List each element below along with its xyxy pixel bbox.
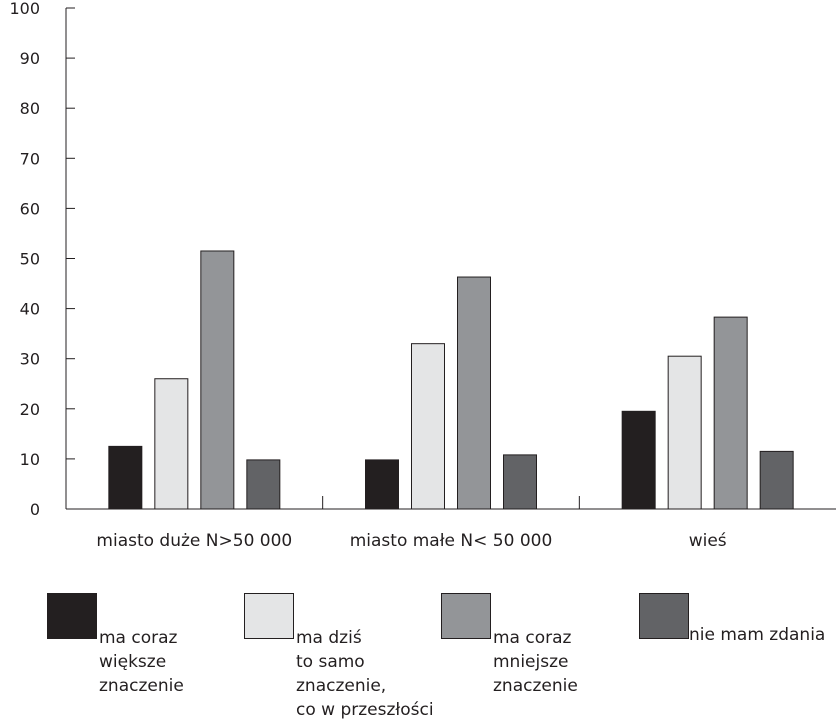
bar — [108, 445, 143, 510]
y-tick-label: 90 — [20, 49, 40, 68]
bar — [621, 410, 656, 510]
legend-label: nie mam zdania — [689, 625, 826, 645]
x-category-label: miasto duże N>50 000 — [96, 531, 292, 551]
bar — [411, 343, 445, 510]
chart-bars — [108, 250, 794, 510]
y-tick-label: 40 — [20, 300, 40, 319]
bar — [246, 459, 281, 510]
y-tick-label: 70 — [20, 149, 40, 168]
y-tick-label: 10 — [20, 450, 40, 469]
legend-swatch — [47, 593, 97, 639]
bar — [457, 276, 491, 510]
bar — [759, 450, 794, 510]
legend-swatch — [639, 593, 689, 639]
x-axis-labels: miasto duże N>50 000 miasto małe N< 50 00… — [96, 531, 726, 551]
x-category-label: miasto małe N< 50 000 — [350, 531, 553, 551]
x-category-label: wieś — [689, 531, 727, 551]
bar — [365, 459, 399, 510]
legend-swatch — [441, 593, 491, 639]
legend-label: ma coraz mniejsze znaczenie — [493, 628, 578, 696]
y-tick-label: 100 — [9, 0, 40, 18]
bar — [200, 250, 235, 510]
bar — [154, 378, 189, 510]
bar — [667, 355, 702, 510]
y-tick-label: 60 — [20, 199, 40, 218]
y-tick-label: 80 — [20, 99, 40, 118]
y-tick-label: 30 — [20, 350, 40, 369]
bar — [503, 454, 537, 510]
legend-label: ma dziś to samo znaczenie, co w przeszło… — [296, 628, 434, 720]
y-tick-label: 20 — [20, 400, 40, 419]
y-tick-label: 0 — [30, 500, 40, 519]
legend-swatch — [244, 593, 294, 639]
y-axis-ticks: 0 10 20 30 40 50 60 70 80 90 100 — [9, 0, 75, 519]
y-tick-label: 50 — [20, 250, 40, 269]
bar — [713, 316, 748, 510]
legend-label: ma coraz większe znaczenie — [99, 628, 184, 696]
